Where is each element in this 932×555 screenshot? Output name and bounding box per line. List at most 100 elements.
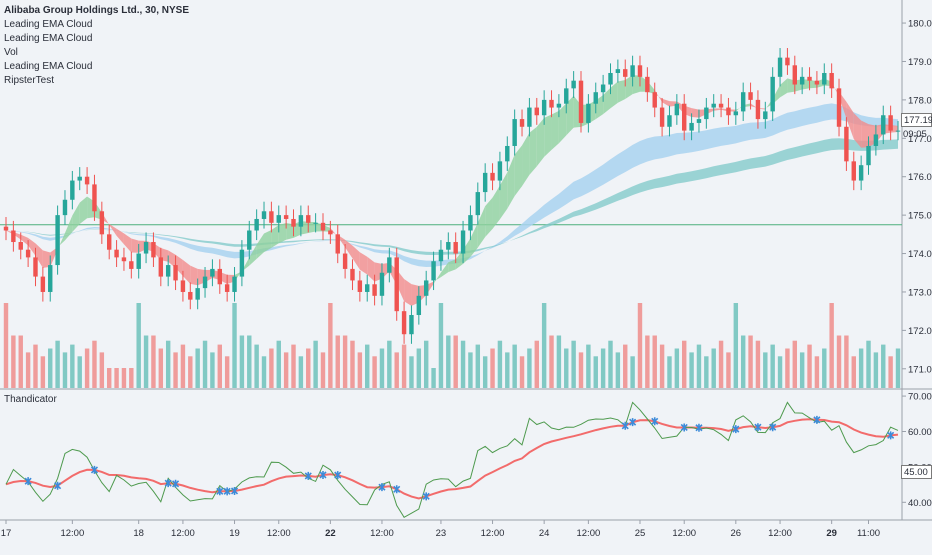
volume-bar xyxy=(320,352,326,388)
candle-body xyxy=(247,230,252,250)
candle-body xyxy=(799,76,805,85)
candle-body xyxy=(151,242,156,258)
volume-bar xyxy=(829,303,834,388)
axis-layer: 180.00 179.00 178.00 177.00 176.00 175.00 174.… xyxy=(1,19,932,539)
candle-body xyxy=(401,311,407,335)
candle-body xyxy=(652,92,657,108)
ema-cloud-fast-segment xyxy=(359,252,368,275)
time-label: 12:00 xyxy=(370,528,394,539)
candle-body xyxy=(704,107,709,120)
study-label-4[interactable]: Leading EMA Cloud xyxy=(4,61,93,72)
oscillator-layer xyxy=(5,401,899,518)
ema-cloud-fast-segment xyxy=(522,132,530,187)
study-label-3[interactable]: Vol xyxy=(4,47,18,58)
study-label-2[interactable]: Leading EMA Cloud xyxy=(4,33,93,44)
candle-body xyxy=(121,257,127,262)
candle-body xyxy=(106,234,112,250)
volume-bar xyxy=(726,352,731,388)
ema-cloud-fast-segment xyxy=(109,224,117,236)
volume-bar xyxy=(637,303,643,388)
ema-cloud-fast-segment xyxy=(662,98,670,107)
symbol-title[interactable]: Alibaba Group Holdings Ltd., 30, NYSE xyxy=(4,5,190,16)
ema-cloud-fast-segment xyxy=(101,212,110,225)
study-label-1[interactable]: Leading EMA Cloud xyxy=(4,19,93,30)
crossover-marker xyxy=(887,431,895,440)
volume-bar xyxy=(136,303,141,388)
candle-body xyxy=(519,119,525,127)
ema-cloud-fast-segment xyxy=(455,249,464,270)
ema-cloud-fast-segment xyxy=(507,154,515,209)
ema-cloud-fast-segment xyxy=(20,234,29,246)
volume-bar xyxy=(844,335,849,388)
volume-bar xyxy=(482,356,488,388)
candle-body xyxy=(379,272,385,296)
ema-cloud-fast-segment xyxy=(286,222,294,240)
volume-bar xyxy=(822,348,827,388)
volume-bar xyxy=(866,340,871,388)
candle-body xyxy=(173,265,178,281)
candle-body xyxy=(586,103,591,123)
time-label: 17 xyxy=(1,528,12,539)
ema-cloud-fast-segment xyxy=(529,126,537,175)
candle-body xyxy=(3,226,9,231)
volume-bar xyxy=(888,356,893,388)
volume-bar xyxy=(195,348,200,388)
candle-body xyxy=(667,115,672,127)
candle-body xyxy=(99,211,105,235)
candle-body xyxy=(438,249,444,262)
volume-bar xyxy=(217,344,222,388)
candle-body xyxy=(453,242,458,254)
ema-cloud-fast-segment xyxy=(433,272,441,284)
volume-bar xyxy=(232,303,237,388)
ema-cloud-fast-segment xyxy=(551,110,559,150)
ema-cloud-slow-lower xyxy=(6,138,898,255)
candle-body xyxy=(254,218,259,231)
price-tick-label: 171.00 xyxy=(908,364,932,375)
crossover-marker xyxy=(651,417,659,426)
volume-bar xyxy=(210,352,215,388)
volume-bar xyxy=(70,344,75,388)
volume-bar xyxy=(586,344,591,388)
candle-body xyxy=(11,230,16,243)
ema-cloud-fast-segment xyxy=(404,279,412,306)
time-label: 12:00 xyxy=(171,528,195,539)
volume-bar xyxy=(143,335,149,388)
ema-cloud-fast-segment xyxy=(617,79,626,103)
candle-body xyxy=(527,107,532,127)
candle-body xyxy=(320,222,326,231)
ema-cloud-fast-segment xyxy=(485,197,493,237)
oscillator-title[interactable]: Thandicator xyxy=(4,394,57,405)
ema-cloud-fast-segment xyxy=(352,245,360,270)
volume-bar xyxy=(350,340,355,388)
crossover-marker xyxy=(319,470,327,479)
crossover-marker xyxy=(223,487,231,496)
last-price-tag: 177.19 xyxy=(901,113,932,127)
price-tick-label: 174.00 xyxy=(908,249,932,260)
ema-cloud-fast-segment xyxy=(308,221,316,233)
candle-body xyxy=(129,261,134,269)
volume-bar xyxy=(689,352,694,388)
volume-bar xyxy=(659,344,665,388)
volume-bar xyxy=(3,303,9,388)
candle-body xyxy=(460,230,466,254)
ema-cloud-fast-segment xyxy=(477,206,486,248)
ema-cloud-slow-upper xyxy=(6,103,898,268)
study-label-5[interactable]: RipsterTest xyxy=(4,75,55,86)
candle-body xyxy=(188,291,193,300)
volume-bar xyxy=(497,340,503,388)
volume-bar xyxy=(239,335,245,388)
candle-body xyxy=(844,126,849,162)
candle-body xyxy=(232,276,237,292)
candle-body xyxy=(18,242,23,250)
crossover-marker xyxy=(393,485,401,494)
ema-cloud-fast-segment xyxy=(42,250,51,268)
volume-bar xyxy=(615,352,621,388)
volume-bar xyxy=(423,340,429,388)
candle-body xyxy=(829,72,834,89)
crossover-marker xyxy=(754,423,762,432)
volume-bar xyxy=(379,348,385,388)
ema-cloud-fast-segment xyxy=(448,259,456,273)
candle-body xyxy=(623,69,628,77)
